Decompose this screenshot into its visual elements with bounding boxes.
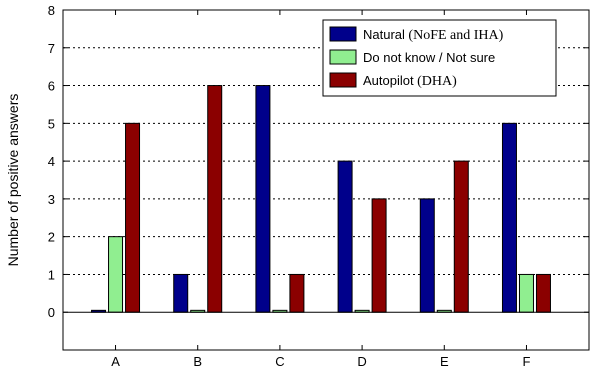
y-tick-label: 2 (48, 230, 55, 245)
legend-label-suffix-3: (DHA) (414, 74, 457, 89)
plot-frame (62, 9, 590, 351)
bar-C-3 (289, 273, 305, 313)
legend-label-3: Autopilot (DHA) (363, 73, 457, 89)
y-tick-label: 3 (48, 192, 55, 207)
bar-B-3 (207, 85, 223, 313)
x-tick-label: A (111, 354, 120, 369)
bar-D-1 (337, 160, 353, 313)
bar-D-3 (371, 198, 387, 313)
y-tick-label: 0 (48, 305, 55, 320)
x-tick-label: D (357, 354, 366, 369)
y-tick-label: 6 (48, 79, 55, 94)
legend-label-suffix-1: (NoFE and IHA) (405, 28, 504, 43)
y-tick-label: 1 (48, 267, 55, 282)
y-tick-label: 7 (48, 41, 55, 56)
bar-F-2 (518, 273, 534, 313)
bar-E-3 (453, 160, 469, 313)
bar-A-3 (125, 122, 141, 313)
legend-swatch-2 (329, 49, 357, 65)
bar-C-1 (255, 85, 271, 313)
y-axis-label: Number of positive answers (5, 94, 21, 267)
legend-swatch-1 (329, 26, 357, 42)
legend-label-1: Natural (NoFE and IHA) (363, 27, 504, 43)
bar-F-3 (535, 273, 551, 313)
x-tick-label: E (440, 354, 449, 369)
y-tick-label: 4 (48, 154, 55, 169)
x-ticks: A B C D E F (111, 10, 530, 369)
bar-F-1 (501, 122, 517, 313)
x-tick-label: C (275, 354, 284, 369)
legend-swatch-3 (329, 72, 357, 88)
y-ticks: 0 1 2 3 4 5 6 7 8 (48, 3, 589, 320)
bar-A-2 (108, 236, 124, 313)
y-tick-label: 8 (48, 3, 55, 18)
legend-label-2: Do not know / Not sure (363, 50, 495, 65)
legend: Natural (NoFE and IHA) Do not know / Not … (322, 19, 557, 97)
y-tick-label: 5 (48, 116, 55, 131)
bar-E-1 (419, 198, 435, 313)
x-tick-label: F (522, 354, 530, 369)
legend-box (322, 19, 557, 97)
x-tick-label: B (193, 354, 202, 369)
bar-B-1 (173, 273, 189, 313)
